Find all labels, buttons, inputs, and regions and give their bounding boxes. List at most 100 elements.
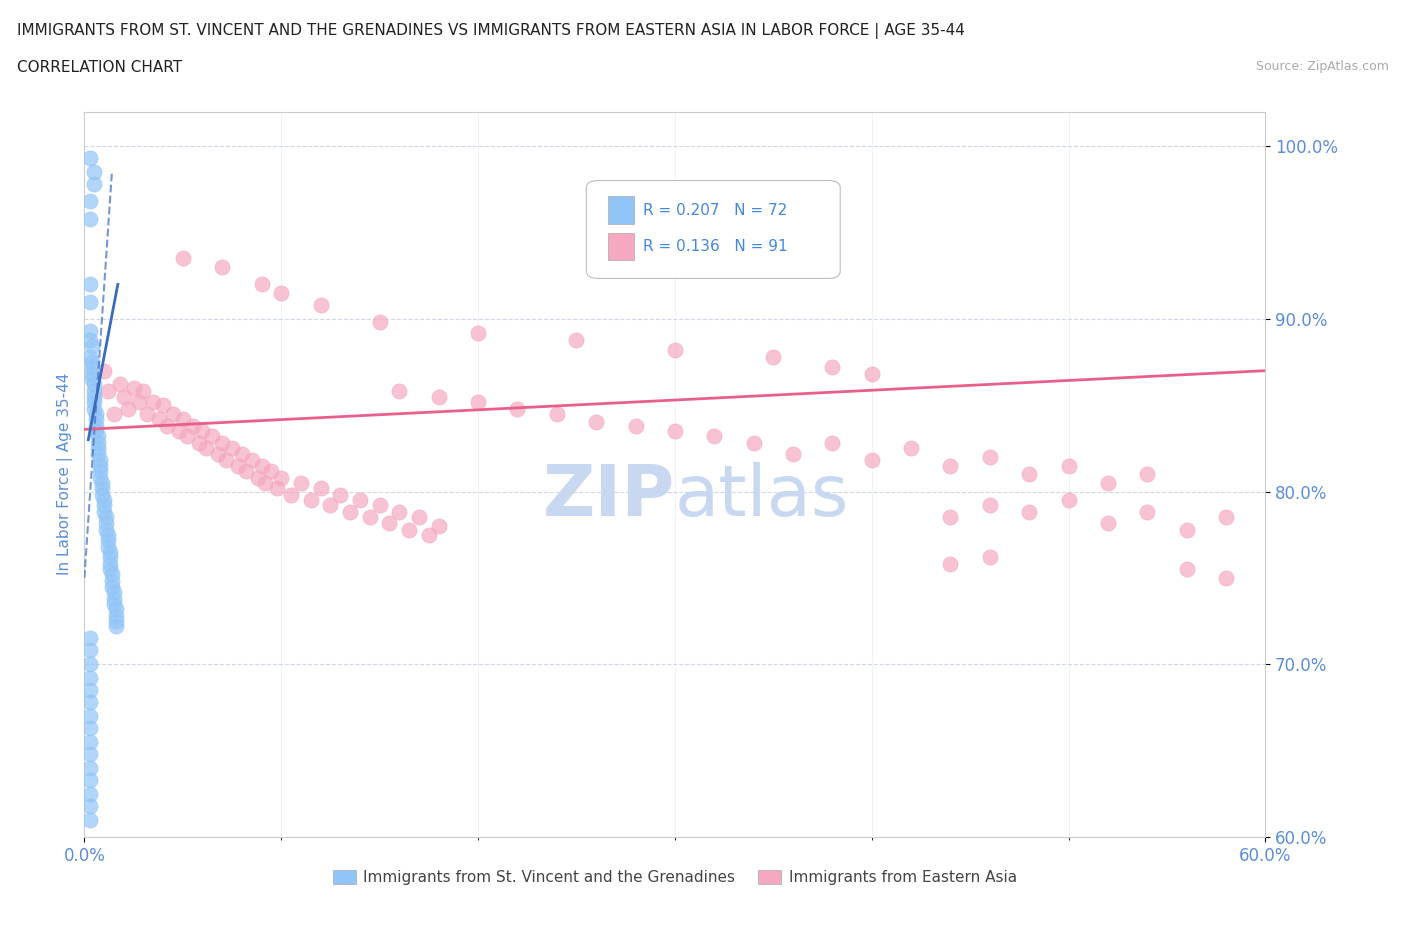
Point [79,657,101,671]
Point [226,458,249,473]
Point [1215,570,1237,585]
Point [97,539,120,554]
Point [79,787,101,802]
Point [260,463,283,478]
Point [79,709,101,724]
Point [506,401,529,416]
Point [79,683,101,698]
Point [172,412,194,427]
Point [664,342,686,357]
Point [309,481,332,496]
Point [368,498,391,512]
Point [97,527,120,542]
Point [82,372,104,387]
Point [201,429,224,444]
Point [79,747,101,762]
Point [79,773,101,788]
Point [98,550,121,565]
Point [1057,493,1080,508]
Point [84,412,107,427]
Point [309,298,332,312]
Point [79,194,101,209]
Point [93,498,115,512]
Point [408,510,430,525]
Point [939,557,962,572]
Point [97,533,120,548]
Bar [607,232,634,260]
Point [821,436,844,451]
Point [142,394,165,409]
Point [254,475,277,490]
Text: atlas: atlas [675,461,849,530]
Point [1057,458,1080,473]
Point [84,424,107,439]
Point [87,429,110,444]
Point [79,812,101,827]
Point [979,449,1001,464]
Point [195,441,218,456]
Point [83,165,105,179]
Y-axis label: In Labor Force | Age 35-44: In Labor Force | Age 35-44 [58,373,73,576]
Point [103,584,125,599]
Point [860,366,883,381]
Point [319,498,342,512]
Point [89,458,111,473]
Point [108,377,131,392]
Point [132,384,155,399]
Text: IMMIGRANTS FROM ST. VINCENT AND THE GRENADINES VS IMMIGRANTS FROM EASTERN ASIA I: IMMIGRANTS FROM ST. VINCENT AND THE GREN… [17,23,965,39]
Point [1136,467,1159,482]
Point [939,458,962,473]
Point [136,406,159,421]
Point [211,436,233,451]
Point [83,377,105,392]
Point [93,364,115,379]
Point [979,498,1001,512]
Point [101,567,124,582]
Point [349,493,371,508]
Bar [607,196,634,224]
Point [84,418,107,433]
Point [1097,515,1119,530]
Point [418,527,440,542]
Point [250,458,273,473]
Point [152,398,174,413]
Point [83,384,105,399]
Point [246,471,269,485]
Point [703,429,725,444]
Point [94,522,117,537]
Point [1018,467,1040,482]
Point [181,418,204,433]
Point [87,446,110,461]
Point [79,799,101,814]
Point [290,475,312,490]
Point [782,446,804,461]
Point [83,394,105,409]
Point [221,441,243,456]
Point [79,695,101,710]
Point [79,643,101,658]
Point [98,557,121,572]
Text: Source: ZipAtlas.com: Source: ZipAtlas.com [1256,60,1389,73]
Point [1136,505,1159,520]
Point [427,519,450,534]
Point [1215,510,1237,525]
Point [270,286,292,300]
Point [939,510,962,525]
Point [94,510,117,525]
Point [191,424,214,439]
FancyBboxPatch shape [586,180,841,278]
Point [82,354,104,369]
Point [467,326,489,340]
Point [388,505,411,520]
Point [235,463,257,478]
Point [565,332,588,347]
Point [368,315,391,330]
Point [94,515,117,530]
Point [398,522,420,537]
Point [211,259,233,274]
Point [112,389,135,404]
Point [91,487,114,502]
Point [117,401,139,416]
Point [742,436,765,451]
Point [1175,562,1198,577]
